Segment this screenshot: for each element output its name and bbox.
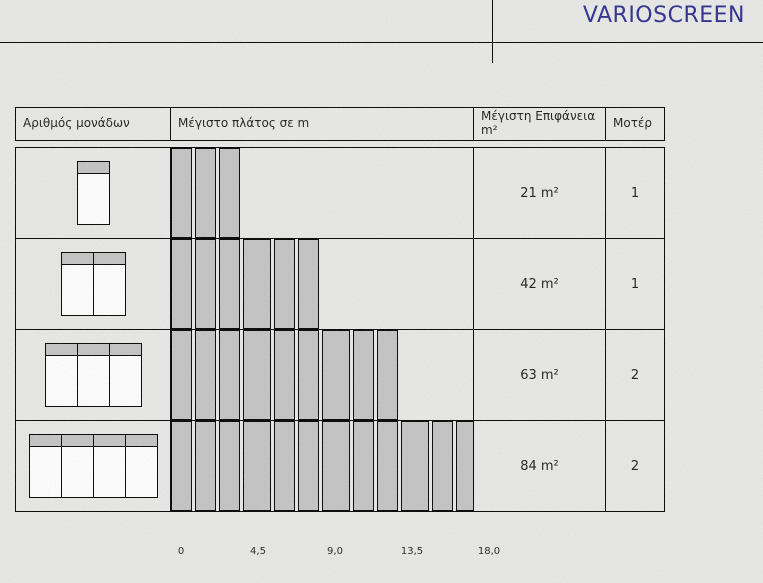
- row-motor-cell: 2: [606, 330, 664, 420]
- icon-panels: [60, 264, 126, 316]
- icon-panel-cell: [44, 355, 78, 407]
- width-bar: [243, 421, 271, 511]
- width-bar: [377, 330, 398, 420]
- row-width-cell: [171, 421, 474, 511]
- width-bar: [353, 330, 374, 420]
- row-units-cell: [16, 330, 171, 420]
- row-surface-cell: 42 m²: [474, 239, 606, 329]
- width-bar: [322, 421, 350, 511]
- width-bar: [274, 421, 295, 511]
- table-row: 63 m² 2: [16, 330, 664, 421]
- units-1-icon: [76, 161, 110, 225]
- width-bar-group: [171, 239, 322, 329]
- spec-table-body: 21 m² 1 42 m² 1 63 m² 2 84 m² 2: [15, 147, 665, 512]
- icon-panel-cell: [124, 446, 158, 498]
- width-bar: [274, 330, 295, 420]
- row-motor-cell: 1: [606, 239, 664, 329]
- width-bar: [456, 421, 473, 511]
- table-row: 21 m² 1: [16, 148, 664, 239]
- axis-tick-label: 13,5: [400, 546, 424, 557]
- surface-value: 42 m²: [520, 276, 559, 292]
- width-bar: [298, 239, 319, 329]
- row-width-cell: [171, 148, 474, 238]
- width-bar: [219, 148, 240, 238]
- units-2-icon: [60, 252, 126, 316]
- width-bar: [219, 239, 240, 329]
- header-max-surface: Μέγιστη Επιφάνεια m²: [474, 108, 606, 140]
- width-bar: [171, 239, 192, 329]
- surface-value: 63 m²: [520, 367, 559, 383]
- width-bar: [401, 421, 429, 511]
- header-units: Αριθμός μονάδων: [16, 108, 171, 140]
- width-bar: [171, 148, 192, 238]
- row-motor-cell: 1: [606, 148, 664, 238]
- row-surface-cell: 21 m²: [474, 148, 606, 238]
- motor-count: 2: [630, 458, 640, 474]
- width-bar: [322, 330, 350, 420]
- icon-panel-cell: [28, 446, 62, 498]
- width-bar: [432, 421, 453, 511]
- spec-table-header: Αριθμός μονάδων Μέγιστο πλάτος σε m Μέγι…: [15, 107, 665, 141]
- row-units-cell: [16, 148, 171, 238]
- width-bar-group: [171, 330, 401, 420]
- icon-panel-cell: [92, 264, 126, 316]
- icon-panels: [28, 446, 158, 498]
- row-width-cell: [171, 330, 474, 420]
- row-units-cell: [16, 239, 171, 329]
- width-axis: 0 4,5 9,0 13,5 18,0: [0, 546, 763, 562]
- units-4-icon: [28, 434, 158, 498]
- units-3-icon: [44, 343, 142, 407]
- width-bar: [298, 421, 319, 511]
- surface-value: 21 m²: [520, 185, 559, 201]
- motor-count: 1: [630, 276, 640, 292]
- axis-tick-label: 0: [177, 546, 185, 557]
- icon-panel-cell: [76, 355, 110, 407]
- width-bar-group: [171, 421, 473, 511]
- icon-panel-cell: [92, 446, 126, 498]
- icon-panels: [44, 355, 142, 407]
- icon-panels: [76, 173, 110, 225]
- width-bar: [219, 421, 240, 511]
- width-bar: [219, 330, 240, 420]
- width-bar: [243, 330, 271, 420]
- icon-panel-cell: [60, 446, 94, 498]
- top-rule: [0, 42, 763, 43]
- table-row: 84 m² 2: [16, 421, 664, 511]
- width-bar-group: [171, 148, 243, 238]
- row-motor-cell: 2: [606, 421, 664, 511]
- axis-tick-label: 18,0: [477, 546, 501, 557]
- width-bar: [195, 421, 216, 511]
- row-width-cell: [171, 239, 474, 329]
- brand-title: VARIOSCREEN: [582, 3, 745, 28]
- header-motor: Μοτέρ: [613, 116, 653, 131]
- width-bar: [195, 239, 216, 329]
- surface-value: 84 m²: [520, 458, 559, 474]
- width-bar: [243, 239, 271, 329]
- motor-count: 2: [630, 367, 640, 383]
- width-bar: [195, 330, 216, 420]
- width-bar: [298, 330, 319, 420]
- width-bar: [377, 421, 398, 511]
- axis-tick-label: 4,5: [250, 546, 266, 557]
- width-bar: [274, 239, 295, 329]
- icon-panel-cell: [60, 264, 94, 316]
- row-units-cell: [16, 421, 171, 511]
- width-bar: [195, 148, 216, 238]
- header-max-width: Μέγιστο πλάτος σε m: [171, 108, 474, 140]
- vertical-divider-line: [492, 0, 493, 63]
- width-bar: [171, 421, 192, 511]
- row-surface-cell: 84 m²: [474, 421, 606, 511]
- width-bar: [353, 421, 374, 511]
- icon-panel-cell: [108, 355, 142, 407]
- row-surface-cell: 63 m²: [474, 330, 606, 420]
- axis-tick-label: 9,0: [327, 546, 343, 557]
- motor-count: 1: [630, 185, 640, 201]
- icon-panel-cell: [76, 173, 110, 225]
- table-row: 42 m² 1: [16, 239, 664, 330]
- width-bar: [171, 330, 192, 420]
